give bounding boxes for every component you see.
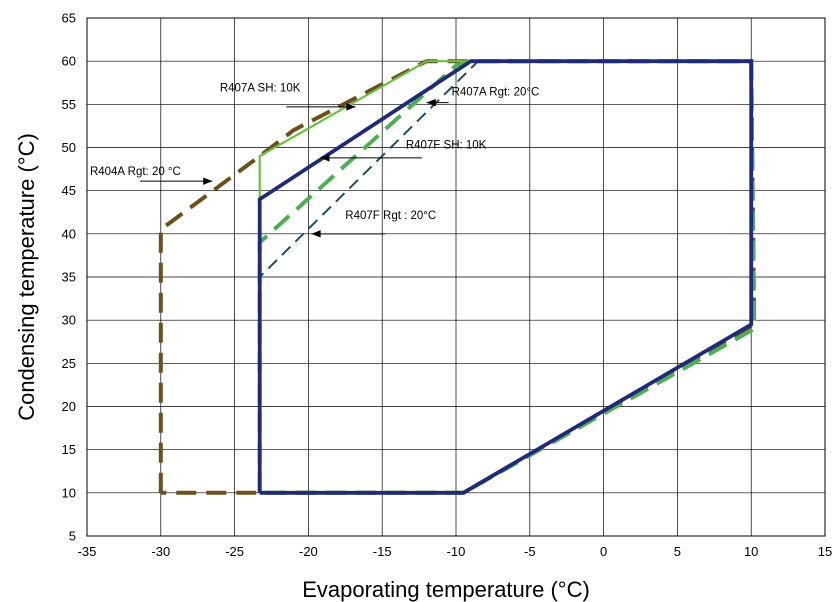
x-tick-label: -25 bbox=[225, 544, 244, 559]
plot-frame bbox=[86, 17, 826, 537]
y-tick-label: 5 bbox=[69, 529, 76, 544]
x-tick-label: -35 bbox=[78, 544, 97, 559]
y-tick-label: 50 bbox=[62, 140, 76, 155]
y-tick-label: 10 bbox=[62, 485, 76, 500]
y-tick-label: 35 bbox=[62, 270, 76, 285]
series-r407f-sh10 bbox=[257, 59, 754, 495]
y-axis-title: Condensing temperature (°C) bbox=[14, 133, 39, 421]
annotation-label: R407F SH: 10K bbox=[406, 139, 487, 151]
annotation-label: R407F Rgt : 20°C bbox=[345, 210, 436, 222]
y-tick-label: 60 bbox=[62, 54, 76, 69]
annotation-label: R404A Rgt: 20 °C bbox=[90, 166, 181, 178]
y-tick-label: 65 bbox=[62, 11, 76, 26]
x-tick-label: -10 bbox=[447, 544, 466, 559]
annotation-arrowhead bbox=[346, 103, 356, 111]
annotations: R407A SH: 10K R407A Rgt: 20°C R407F SH: 10… bbox=[90, 82, 540, 238]
y-tick-label: 20 bbox=[62, 399, 76, 414]
x-tick-label: -30 bbox=[151, 544, 170, 559]
y-tick-label: 40 bbox=[62, 226, 76, 241]
x-axis-title: Evaporating temperature (°C) bbox=[302, 577, 590, 602]
y-tick-label: 55 bbox=[62, 97, 76, 112]
annotation-label: R407A SH: 10K bbox=[220, 82, 301, 94]
x-tick-label: 10 bbox=[744, 544, 758, 559]
annotation-label: R407A Rgt: 20°C bbox=[452, 87, 540, 99]
x-tick-label: -15 bbox=[373, 544, 392, 559]
annotation-arrowhead bbox=[320, 154, 330, 162]
tick-labels: -35 -30 -25 -20 -15 -10 -5 0 5 10 15 5 10 15 20 25 30 35 4… bbox=[62, 11, 833, 560]
y-tick-label: 45 bbox=[62, 183, 76, 198]
x-tick-label: 0 bbox=[600, 544, 607, 559]
x-tick-label: 15 bbox=[818, 544, 832, 559]
annotation-arrowhead bbox=[203, 177, 213, 185]
x-tick-label: -5 bbox=[524, 544, 536, 559]
annotation-arrowhead bbox=[426, 98, 436, 107]
y-tick-label: 15 bbox=[62, 442, 76, 457]
y-tick-label: 30 bbox=[62, 313, 76, 328]
series-group bbox=[158, 59, 757, 495]
x-tick-label: -20 bbox=[299, 544, 318, 559]
y-tick-label: 25 bbox=[62, 356, 76, 371]
annotation-arrowhead bbox=[311, 230, 321, 238]
x-tick-label: 5 bbox=[674, 544, 681, 559]
